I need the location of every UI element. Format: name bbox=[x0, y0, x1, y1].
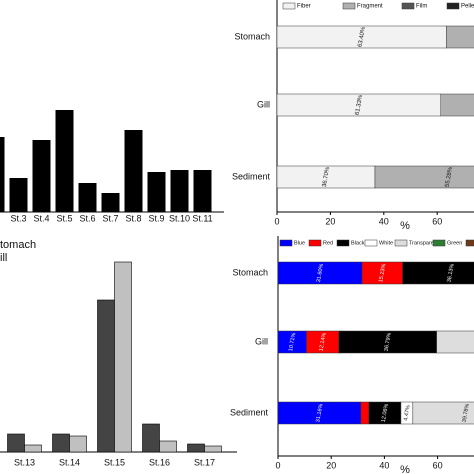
x-tick-label: 0 bbox=[274, 216, 279, 226]
x-tick-label: St.3 bbox=[10, 213, 26, 223]
bar bbox=[101, 193, 120, 212]
value-label: 36.13% bbox=[446, 263, 455, 283]
value-label: 36.70% bbox=[322, 166, 332, 188]
legend-swatch bbox=[279, 239, 293, 247]
bar-segment bbox=[402, 261, 474, 285]
value-label: 12.14% bbox=[319, 332, 328, 352]
bar bbox=[187, 443, 205, 453]
bar bbox=[124, 130, 143, 212]
bar bbox=[32, 140, 51, 212]
x-tick-label: 20 bbox=[325, 216, 335, 226]
value-label: 61.33% bbox=[355, 94, 365, 116]
x-tick-label: 60 bbox=[433, 460, 443, 470]
value-label: 15.23% bbox=[378, 263, 387, 283]
bar bbox=[9, 178, 28, 212]
category-label: Stomach bbox=[234, 31, 270, 41]
x-tick-label: 60 bbox=[432, 216, 442, 226]
legend-label: Red bbox=[323, 240, 333, 246]
bar bbox=[170, 170, 189, 212]
bar-segment bbox=[436, 330, 474, 354]
bar-segment bbox=[446, 25, 474, 49]
value-label: 55.28% bbox=[445, 166, 455, 188]
bar bbox=[147, 172, 166, 212]
x-tick-label: St.15 bbox=[104, 457, 125, 467]
legend-label: Film bbox=[416, 4, 427, 10]
legend-label: Blue bbox=[294, 240, 305, 246]
x-axis-label: % bbox=[400, 220, 410, 232]
legend-swatch bbox=[401, 2, 415, 10]
bar bbox=[69, 435, 87, 453]
legend-swatch bbox=[432, 239, 446, 247]
x-tick-label: St.7 bbox=[102, 213, 118, 223]
x-axis-label: % bbox=[400, 464, 410, 474]
category-label: Stomach bbox=[232, 267, 268, 277]
legend-label: White bbox=[379, 240, 393, 246]
bar-segment bbox=[360, 401, 370, 425]
bar bbox=[204, 445, 222, 453]
value-label: 10.71% bbox=[288, 332, 297, 352]
x-tick-label: St.14 bbox=[59, 457, 80, 467]
bar bbox=[52, 433, 70, 453]
bar bbox=[55, 110, 74, 212]
legend-swatch bbox=[364, 239, 378, 247]
legend-label: Transparent bbox=[409, 240, 439, 246]
value-label: 31.16% bbox=[315, 403, 324, 423]
category-label: Gill bbox=[257, 99, 270, 109]
bar-segment bbox=[412, 401, 474, 425]
legend-swatch bbox=[465, 239, 474, 247]
bar bbox=[114, 261, 132, 453]
legend-label: Black bbox=[351, 240, 365, 246]
x-tick-label: St.13 bbox=[14, 457, 35, 467]
x-tick-label: St.6 bbox=[79, 213, 95, 223]
bar bbox=[97, 299, 115, 453]
bar bbox=[0, 137, 5, 212]
legend-label: Fragment bbox=[357, 4, 383, 10]
bar-segment bbox=[440, 93, 474, 117]
x-tick-label: 40 bbox=[379, 216, 389, 226]
x-tick-label: St.9 bbox=[148, 213, 164, 223]
bar bbox=[78, 183, 97, 212]
value-label: 31.60% bbox=[316, 263, 325, 283]
legend-label: Green bbox=[447, 240, 462, 246]
category-label: Gill bbox=[255, 336, 268, 346]
x-tick-label: 40 bbox=[379, 460, 389, 470]
value-label: 63.40% bbox=[357, 26, 367, 48]
x-tick-label: St.5 bbox=[56, 213, 72, 223]
x-tick-label: St.16 bbox=[149, 457, 170, 467]
legend-swatch bbox=[308, 239, 322, 247]
x-tick-label: St.10 bbox=[169, 213, 190, 223]
bar bbox=[159, 440, 177, 453]
x-tick-label: St.8 bbox=[125, 213, 141, 223]
legend-swatch bbox=[342, 2, 356, 10]
x-tick-label: 0 bbox=[275, 460, 280, 470]
legend-swatch bbox=[394, 239, 408, 247]
legend-label: Fiber bbox=[297, 4, 311, 10]
bar bbox=[142, 423, 160, 453]
value-label: 39.78% bbox=[462, 403, 471, 423]
x-tick-label: St.4 bbox=[33, 213, 49, 223]
category-label: Sediment bbox=[232, 171, 271, 181]
x-tick-label: 20 bbox=[326, 460, 336, 470]
x-tick-label: St.17 bbox=[194, 457, 215, 467]
legend-label: tomach bbox=[0, 239, 36, 251]
bar-segment bbox=[374, 165, 474, 189]
value-label: 4.47% bbox=[403, 405, 412, 422]
bar bbox=[24, 444, 42, 453]
legend-swatch bbox=[336, 239, 350, 247]
legend-label: ill bbox=[0, 252, 7, 264]
bar bbox=[7, 433, 25, 453]
legend-label: Pellet bbox=[461, 4, 474, 10]
x-tick-label: St.11 bbox=[192, 213, 212, 223]
legend-swatch bbox=[446, 2, 460, 10]
value-label: 12.06% bbox=[381, 403, 390, 423]
value-label: 36.79% bbox=[384, 332, 393, 352]
bar bbox=[193, 170, 212, 212]
legend-swatch bbox=[282, 2, 296, 10]
category-label: Sediment bbox=[230, 407, 269, 417]
